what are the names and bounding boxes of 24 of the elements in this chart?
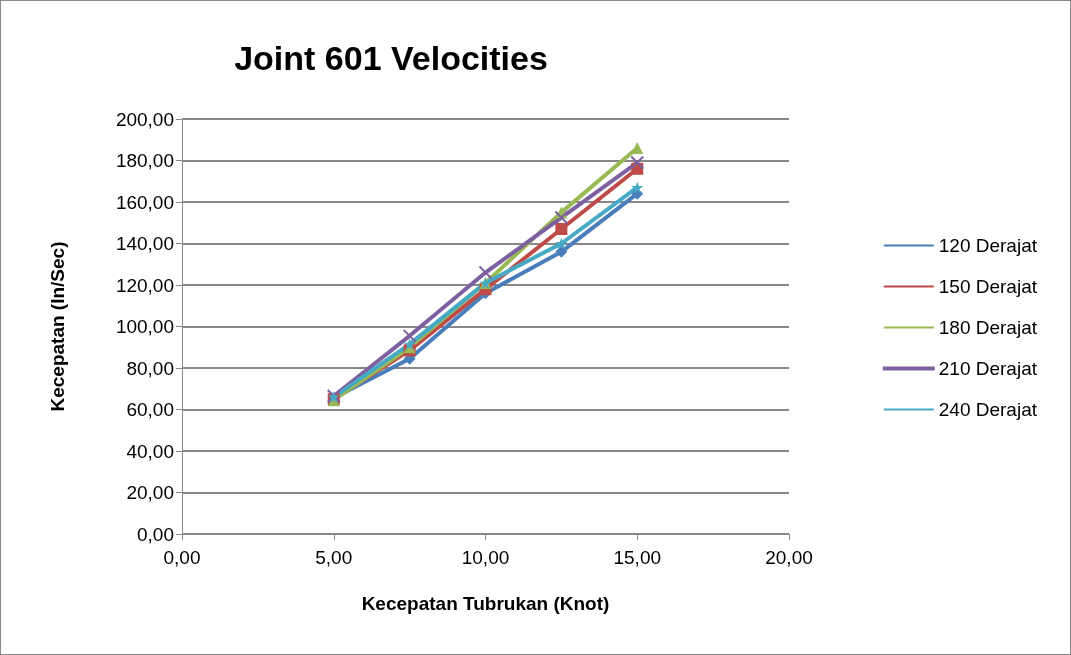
y-tick-label: 160,00 bbox=[115, 191, 174, 213]
y-tick-label: 100,00 bbox=[115, 316, 174, 337]
y-tick-label: 180,00 bbox=[115, 150, 174, 171]
legend-label: 120 Derajat bbox=[938, 235, 1038, 256]
legend-label: 210 Derajat bbox=[938, 358, 1038, 379]
x-tick-label: 20,00 bbox=[765, 547, 813, 568]
y-tick-label: 0,00 bbox=[137, 523, 174, 545]
legend-label: 240 Derajat bbox=[938, 399, 1038, 420]
legend-label: 150 Derajat bbox=[938, 276, 1038, 297]
y-tick-label: 60,00 bbox=[126, 399, 174, 420]
y-axis-title: Kecepatan (In/Sec) bbox=[47, 241, 68, 412]
x-tick-label: 15,00 bbox=[613, 547, 662, 568]
x-tick-label: 10,00 bbox=[461, 547, 510, 568]
y-tick-label: 80,00 bbox=[126, 357, 174, 379]
x-tick-label: 0,00 bbox=[163, 547, 201, 568]
y-tick-label: 20,00 bbox=[126, 482, 174, 503]
y-tick-label: 120,00 bbox=[115, 274, 174, 296]
x-axis-title: Kecepatan Tubrukan (Knot) bbox=[361, 593, 610, 614]
legend-label: 180 Derajat bbox=[938, 317, 1038, 338]
y-tick-label: 40,00 bbox=[126, 440, 174, 462]
y-tick-label: 200,00 bbox=[115, 108, 174, 130]
chart-title: Joint 601 Velocities bbox=[234, 39, 548, 77]
x-tick-label: 5,00 bbox=[315, 547, 353, 568]
y-tick-label: 140,00 bbox=[115, 233, 174, 254]
